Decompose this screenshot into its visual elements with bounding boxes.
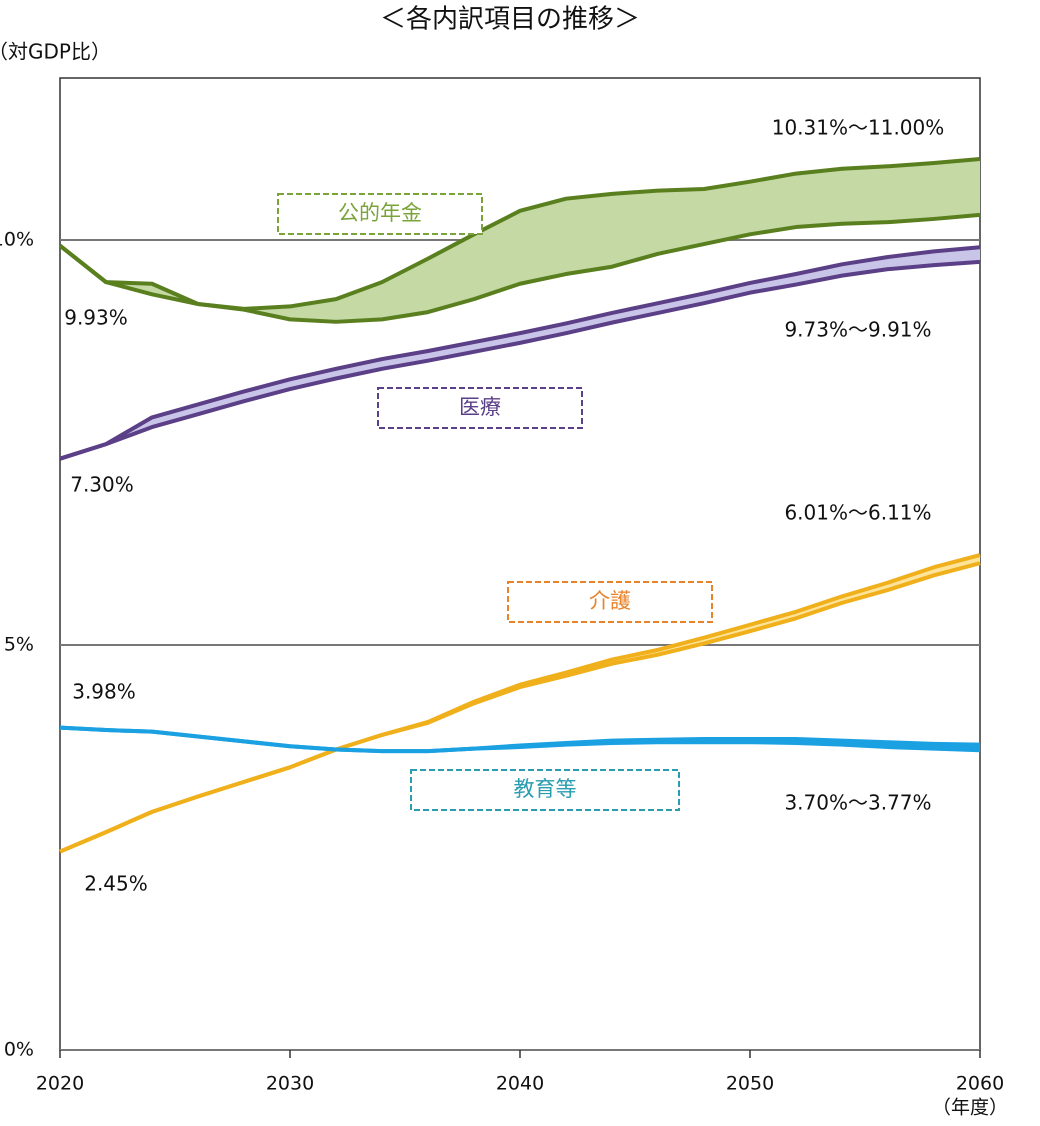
end-value-label: 10.31%～11.00% [772,116,945,140]
series-label: 公的年金 [338,201,422,225]
start-value-label: 2.45% [84,872,148,896]
start-value-label: 7.30% [70,473,134,497]
series-label-box [277,193,483,235]
band-edge-line [59,553,981,854]
chart-title: ＜各内訳項目の推移＞ [380,5,640,35]
series-label-box [410,769,680,811]
x-tick-label: 2050 [726,1073,774,1095]
y-tick-label: 0% [4,1039,34,1061]
start-value-label: 9.93% [64,306,128,330]
series-label: 介護 [589,589,631,613]
end-value-label: 6.01%～6.11% [784,501,931,525]
x-axis-label: （年度） [932,1097,1008,1119]
y-tick-label: 10% [0,229,34,251]
band-edge-line [59,245,981,461]
y-tick-label: 5% [4,634,34,656]
band-edge-line [58,157,981,311]
x-tick-label: 2030 [266,1073,314,1095]
end-value-label: 3.70%～3.77% [784,791,931,815]
x-tick-label: 2060 [956,1073,1004,1095]
band-edge-line [59,259,981,461]
series-label-box [507,581,713,623]
start-value-label: 3.98% [72,680,136,704]
x-tick-label: 2020 [36,1073,84,1095]
series-label: 教育等 [514,777,577,801]
band-fill [60,159,980,322]
end-value-label: 9.73%～9.91% [784,318,931,342]
x-tick-label: 2040 [496,1073,544,1095]
series-label: 医療 [459,395,501,419]
series-label-box [377,387,583,429]
band-edge-line [59,725,981,754]
y-axis-label: （対GDP比） [0,40,111,64]
